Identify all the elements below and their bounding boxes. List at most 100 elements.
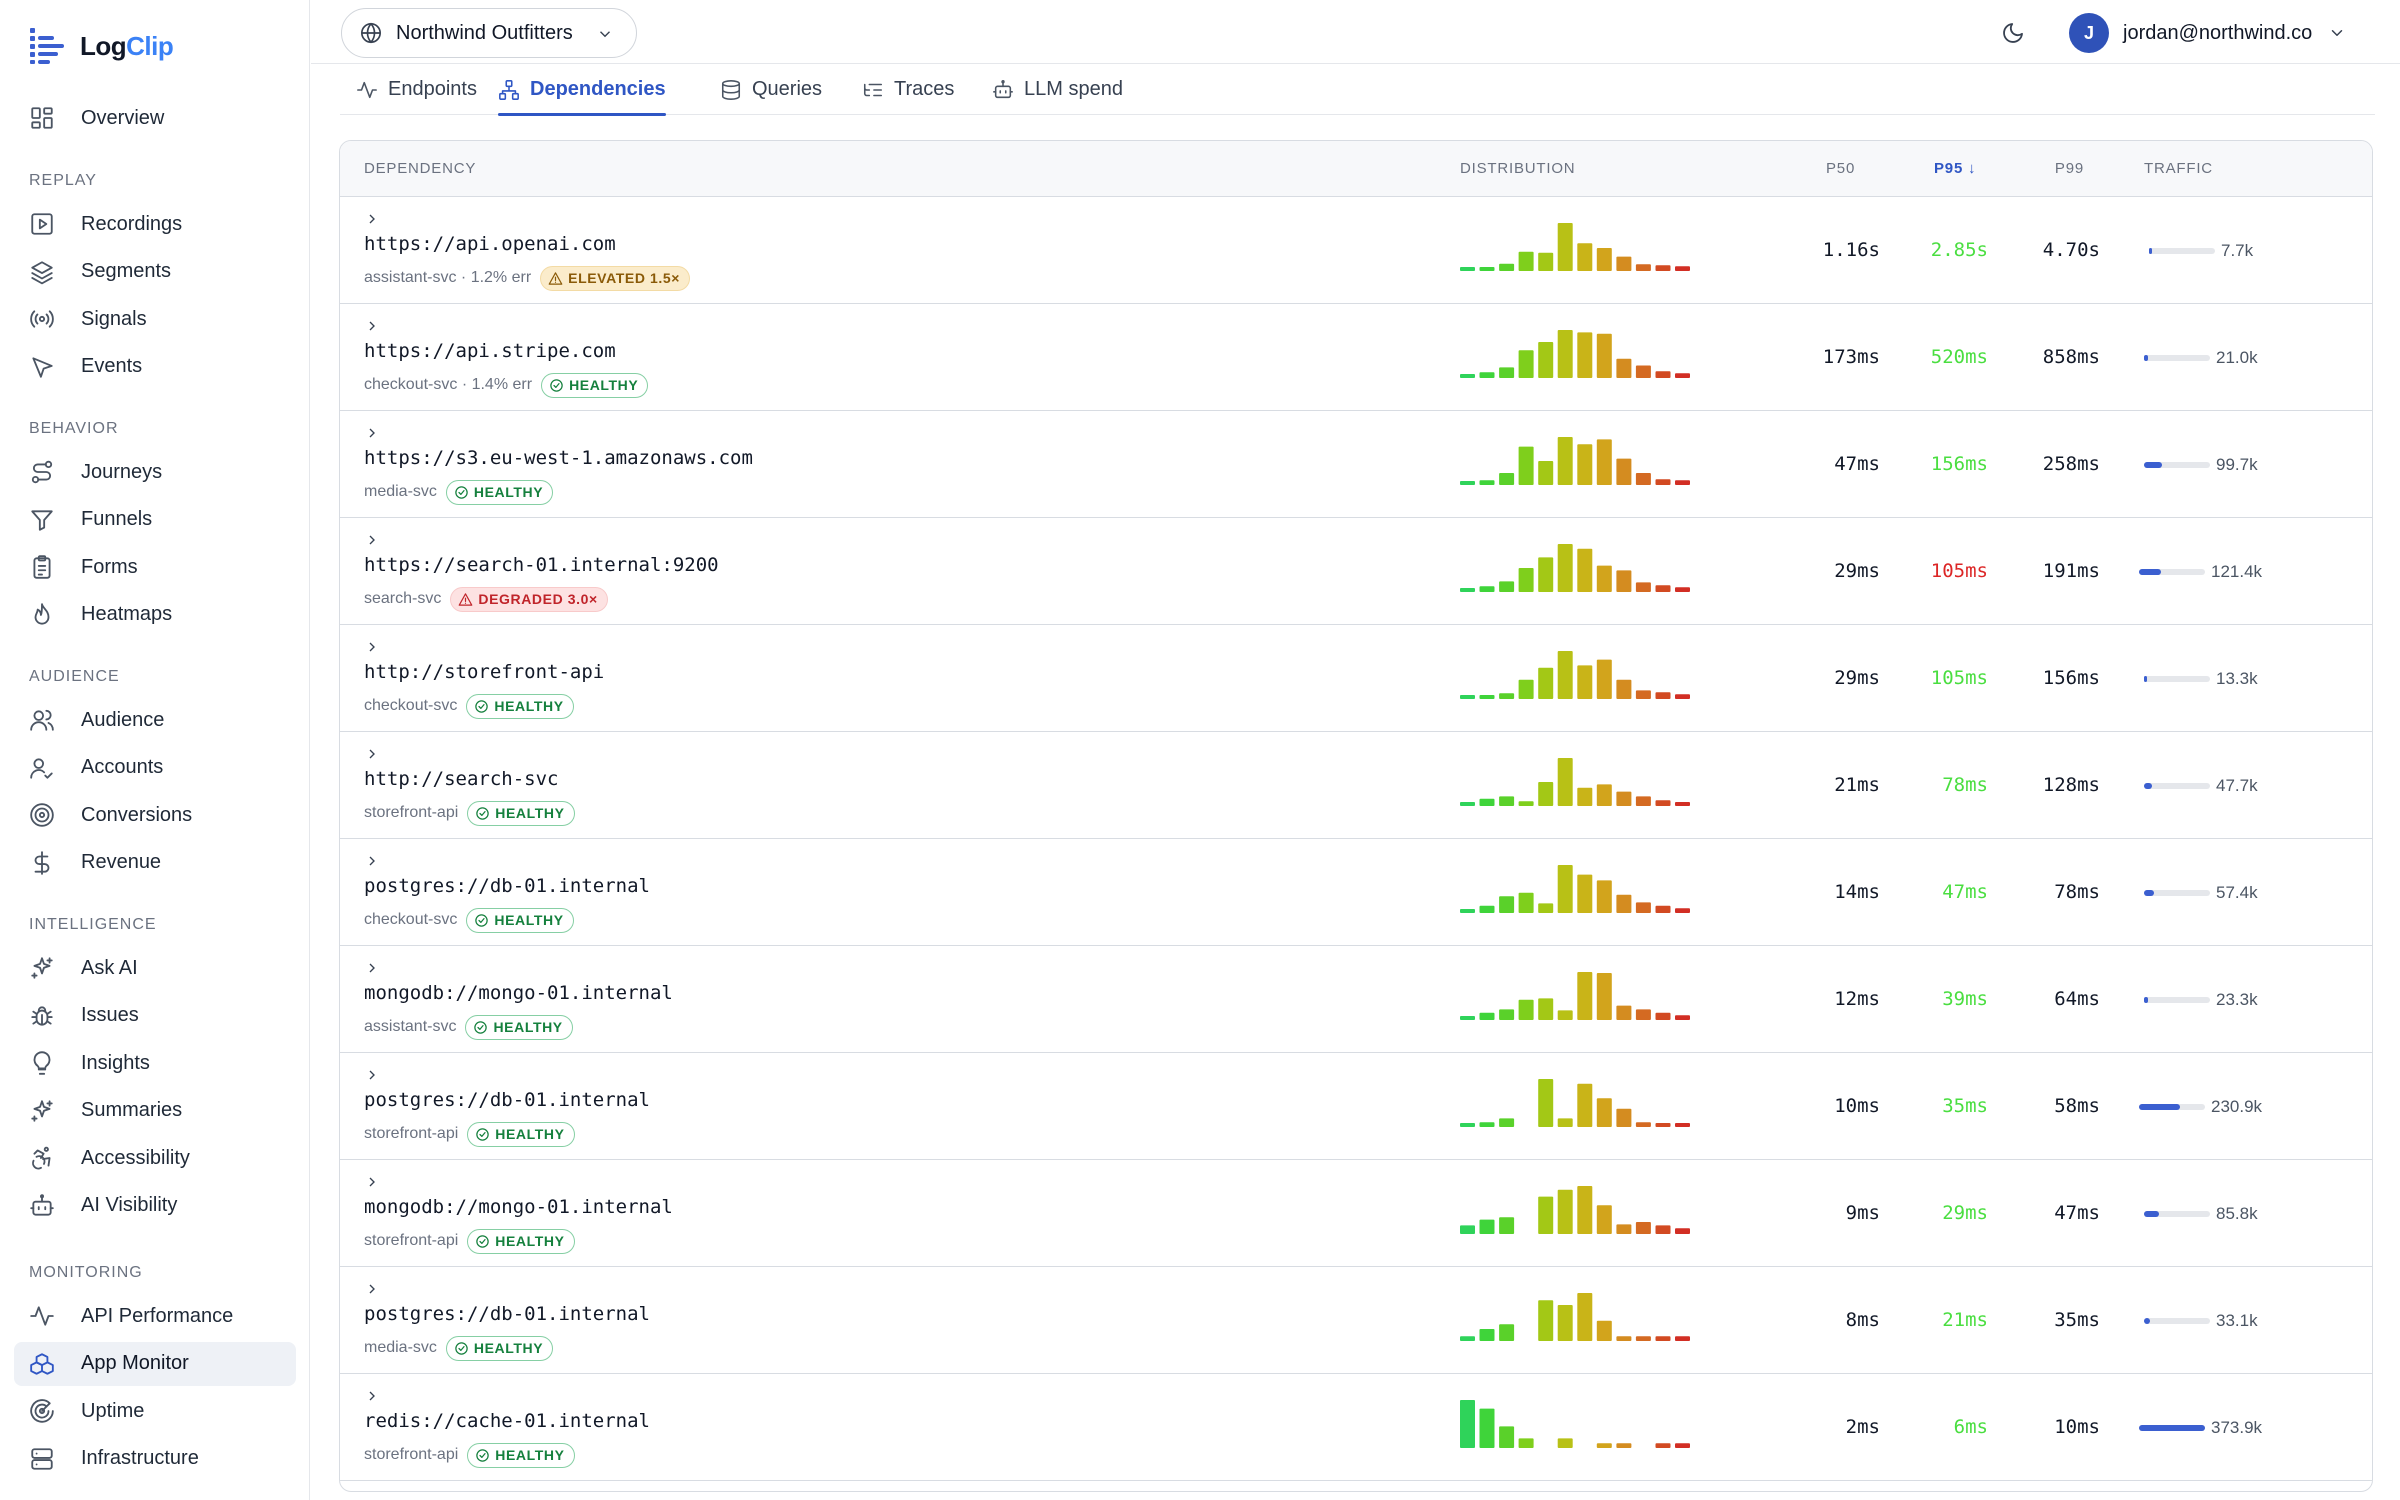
dependency-url[interactable]: https://s3.eu-west-1.amazonaws.com <box>364 447 753 469</box>
table-row[interactable]: postgres://db-01.internal media-svc HEALTH… <box>340 1267 2372 1374</box>
sidebar-item-ask-ai[interactable]: Ask AI <box>14 946 296 990</box>
dependency-url[interactable]: redis://cache-01.internal <box>364 1410 650 1432</box>
tab-llm-spend[interactable]: LLM spend <box>992 64 1123 115</box>
sidebar-item-summaries[interactable]: Summaries <box>14 1089 296 1133</box>
check-circle-icon <box>476 806 490 820</box>
column-header-p50[interactable]: P50 <box>1826 160 1856 177</box>
section-title-intelligence: INTELLIGENCE <box>29 916 157 933</box>
dependency-url[interactable]: https://api.openai.com <box>364 233 616 255</box>
expand-row-button[interactable] <box>362 1279 382 1299</box>
sidebar-item-audience[interactable]: Audience <box>14 698 296 742</box>
distribution-bar <box>1557 1118 1573 1127</box>
org-selector[interactable]: Northwind Outfitters <box>341 8 637 58</box>
distribution-bar <box>1499 367 1515 378</box>
expand-row-button[interactable] <box>362 851 382 871</box>
dependency-url[interactable]: http://search-svc <box>364 768 559 790</box>
dependency-url[interactable]: mongodb://mongo-01.internal <box>364 982 673 1004</box>
chevron-right-icon <box>369 1070 375 1080</box>
table-row[interactable]: https://s3.eu-west-1.amazonaws.com media-… <box>340 411 2372 518</box>
tab-endpoints[interactable]: Endpoints <box>356 64 477 115</box>
sidebar-item-events[interactable]: Events <box>14 345 296 389</box>
sidebar-item-funnels[interactable]: Funnels <box>14 498 296 542</box>
p95-value: 520ms <box>1930 346 1988 368</box>
distribution-bar <box>1596 1205 1612 1234</box>
table-row[interactable]: http://storefront-api checkout-svc HEALTHY… <box>340 625 2372 732</box>
sidebar-item-insights[interactable]: Insights <box>14 1041 296 1085</box>
p95-value: 6ms <box>1953 1416 1988 1438</box>
dependency-url[interactable]: postgres://db-01.internal <box>364 1303 650 1325</box>
sidebar-item-journeys[interactable]: Journeys <box>14 450 296 494</box>
sidebar-item-ai-visibility[interactable]: AI Visibility <box>14 1184 296 1228</box>
sidebar-item-signals[interactable]: Signals <box>14 297 296 341</box>
sidebar-item-recordings[interactable]: Recordings <box>14 202 296 246</box>
user-menu[interactable]: J jordan@northwind.co <box>2069 12 2346 54</box>
org-name: Northwind Outfitters <box>396 21 573 44</box>
check-circle-icon <box>476 1127 490 1141</box>
table-row[interactable]: http://search-svc storefront-api HEALTHY 21… <box>340 732 2372 839</box>
expand-row-button[interactable] <box>362 1065 382 1085</box>
distribution-bar <box>1616 358 1632 378</box>
distribution-bar <box>1655 905 1671 913</box>
table-row[interactable]: redis://cache-01.internal storefront-api H… <box>340 1374 2372 1481</box>
distribution-bar <box>1616 570 1632 592</box>
sidebar-item-revenue[interactable]: Revenue <box>14 841 296 885</box>
sidebar-item-heatmaps[interactable]: Heatmaps <box>14 593 296 637</box>
sidebar-item-conversions[interactable]: Conversions <box>14 793 296 837</box>
sidebar-item-accounts[interactable]: Accounts <box>14 746 296 790</box>
status-badge: HEALTHY <box>541 372 649 398</box>
table-row[interactable]: postgres://db-01.internal checkout-svc HEA… <box>340 839 2372 946</box>
distribution-bar <box>1655 585 1671 592</box>
dependency-url[interactable]: postgres://db-01.internal <box>364 875 650 897</box>
dependency-url[interactable]: https://search-01.internal:9200 <box>364 554 719 576</box>
broadcast-icon <box>30 310 54 328</box>
distribution-bar <box>1557 865 1573 913</box>
column-header-p99[interactable]: P99 <box>2054 160 2084 177</box>
sidebar-item-forms[interactable]: Forms <box>14 545 296 589</box>
p50-value: 21ms <box>1834 774 1880 796</box>
traffic-cell: 85.8k <box>2045 1160 2285 1267</box>
p95-value: 105ms <box>1930 560 1988 582</box>
sidebar-item-icon <box>28 601 56 629</box>
tab-queries[interactable]: Queries <box>720 64 822 115</box>
check-circle-icon <box>455 485 468 499</box>
expand-row-button[interactable] <box>362 209 382 229</box>
sidebar-item-app-monitor[interactable]: App Monitor <box>14 1341 296 1386</box>
table-row[interactable]: postgres://db-01.internal storefront-api H… <box>340 1053 2372 1160</box>
status-badge-label: HEALTHY <box>473 484 544 500</box>
tab-traces[interactable]: Traces <box>862 64 954 115</box>
sidebar-item-overview[interactable]: Overview <box>14 96 296 140</box>
expand-row-button[interactable] <box>362 744 382 764</box>
traffic-bar-fill <box>2144 1211 2160 1217</box>
dependency-url[interactable]: postgres://db-01.internal <box>364 1089 650 1111</box>
theme-toggle-button[interactable] <box>1996 16 2030 50</box>
sidebar-item-api-performance[interactable]: API Performance <box>14 1294 296 1338</box>
logo[interactable]: LogClip <box>28 24 174 68</box>
tab-dependencies[interactable]: Dependencies <box>498 64 666 116</box>
sidebar-item-uptime[interactable]: Uptime <box>14 1389 296 1433</box>
table-row[interactable]: mongodb://mongo-01.internal assistant-svc… <box>340 946 2372 1053</box>
sidebar-item-segments[interactable]: Segments <box>14 250 296 294</box>
expand-row-button[interactable] <box>362 530 382 550</box>
status-badge: HEALTHY <box>465 1014 573 1040</box>
table-row[interactable]: https://api.stripe.com checkout-svc · 1.4… <box>340 304 2372 411</box>
grid-icon <box>31 107 53 129</box>
expand-row-button[interactable] <box>362 1386 382 1406</box>
p99-value: 191ms <box>2042 560 2100 582</box>
column-header-p95[interactable]: P95 ↓ <box>1934 160 1977 177</box>
sidebar-item-issues[interactable]: Issues <box>14 994 296 1038</box>
table-row[interactable]: mongodb://mongo-01.internal storefront-ap… <box>340 1160 2372 1267</box>
play-square-icon <box>31 213 53 235</box>
sidebar-item-accessibility[interactable]: Accessibility <box>14 1136 296 1180</box>
expand-row-button[interactable] <box>362 637 382 657</box>
dependency-url[interactable]: https://api.stripe.com <box>364 340 616 362</box>
dependency-url[interactable]: mongodb://mongo-01.internal <box>364 1196 673 1218</box>
expand-row-button[interactable] <box>362 316 382 336</box>
dependency-url[interactable]: http://storefront-api <box>364 661 605 683</box>
expand-row-button[interactable] <box>362 1172 382 1192</box>
table-row[interactable]: https://search-01.internal:9200 search-sv… <box>340 518 2372 625</box>
expand-row-button[interactable] <box>362 958 382 978</box>
dependency-meta: search-svc DEGRADED 3.0× <box>364 586 608 612</box>
table-row[interactable]: https://api.openai.com assistant-svc · 1.… <box>340 197 2372 304</box>
expand-row-button[interactable] <box>362 423 382 443</box>
sidebar-item-infrastructure[interactable]: Infrastructure <box>14 1437 296 1481</box>
